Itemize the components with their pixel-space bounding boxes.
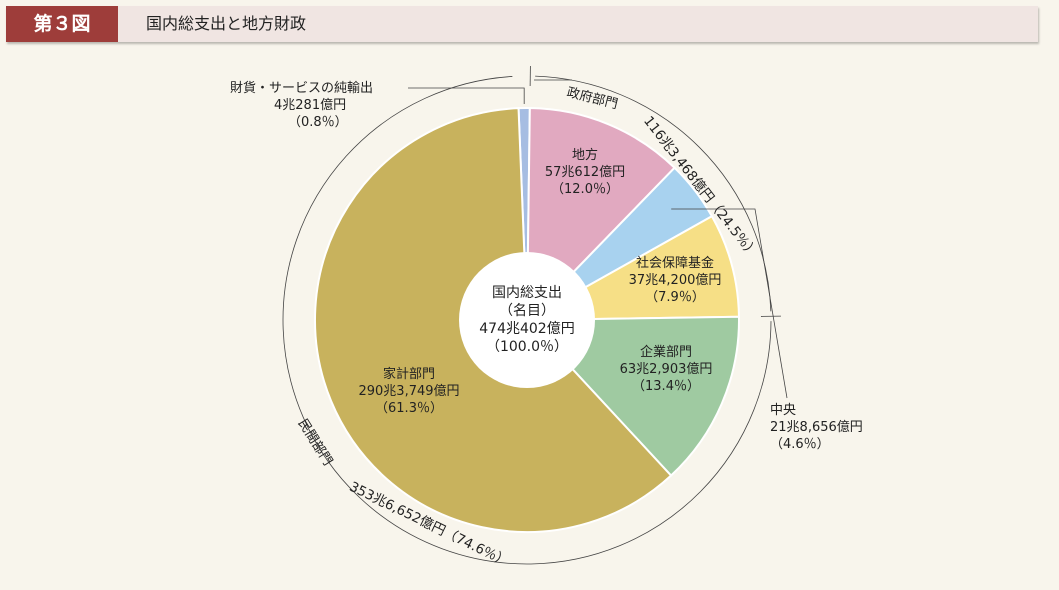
center-label-line-1: 国内総支出 [492, 285, 562, 301]
corporate-name: 企業部門 [639, 345, 692, 360]
central-name: 中央 [770, 403, 797, 418]
center-label: 国内総支出 （名目） 474兆402億円 （100.0％） [467, 284, 587, 356]
central-leader-line [671, 208, 788, 399]
net-exports-leader-line [408, 87, 525, 105]
slice-label-central: 中央 21兆8,656億円 （4.6％） [770, 402, 880, 453]
guide-lines [282, 66, 788, 565]
center-hole [459, 252, 595, 388]
local-pct: （12.0％） [551, 182, 619, 197]
center-label-line-2: （名目） [499, 303, 555, 319]
local-name: 地方 [571, 148, 598, 163]
figure-number: 第３図 [6, 6, 118, 42]
slice-label-net-exports: 財貨・サービスの純輸出 4兆281億円 （0.8％） [230, 80, 410, 131]
net-exports-name: 財貨・サービスの純輸出 [230, 81, 374, 96]
social-security-name: 社会保障基金 [635, 256, 714, 271]
private-group-arc [282, 76, 772, 565]
center-label-line-3: 474兆402億円 [479, 321, 575, 337]
household-value: 290兆3,749億円 [358, 384, 460, 399]
local-value: 57兆612億円 [544, 165, 626, 180]
net-exports-pct: （0.8％） [288, 115, 348, 130]
center-label-line-4: （100.0％） [485, 339, 569, 355]
slice-label-corporate: 企業部門 63兆2,903億円 （13.4％） [606, 344, 726, 395]
corporate-pct: （13.4％） [632, 379, 700, 394]
central-pct: （4.6％） [770, 437, 830, 452]
central-value: 21兆8,656億円 [770, 420, 863, 435]
slice-label-social-security: 社会保障基金 37兆4,200億円 （7.9％） [612, 255, 738, 306]
net-exports-value: 4兆281億円 [274, 98, 347, 113]
slice-label-household: 家計部門 290兆3,749億円 （61.3％） [344, 366, 474, 417]
household-name: 家計部門 [382, 367, 435, 382]
figure-title: 国内総支出と地方財政 [146, 14, 307, 33]
social-security-value: 37兆4,200億円 [628, 273, 722, 288]
social-security-pct: （7.9％） [645, 290, 705, 305]
slice-label-local: 地方 57兆612億円 （12.0％） [530, 147, 640, 198]
corporate-value: 63兆2,903億円 [619, 362, 713, 377]
household-pct: （61.3％） [375, 401, 443, 416]
figure-header: 第３図 国内総支出と地方財政 [6, 6, 1038, 42]
